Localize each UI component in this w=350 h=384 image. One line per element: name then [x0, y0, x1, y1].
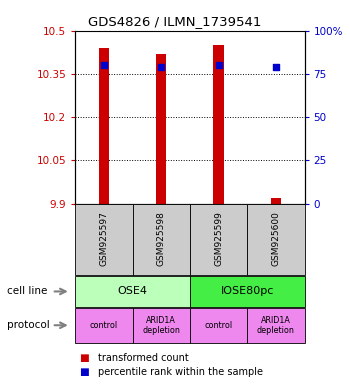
Point	[273, 64, 279, 70]
Text: OSE4: OSE4	[118, 286, 148, 296]
Text: ARID1A
depletion: ARID1A depletion	[142, 316, 180, 335]
Text: ■: ■	[79, 367, 89, 377]
Text: control: control	[90, 321, 118, 330]
Text: ARID1A
depletion: ARID1A depletion	[257, 316, 295, 335]
Text: transformed count: transformed count	[98, 353, 189, 363]
Text: cell line: cell line	[7, 286, 47, 296]
Point	[101, 62, 107, 68]
Text: control: control	[204, 321, 233, 330]
Text: GSM925600: GSM925600	[271, 212, 280, 266]
Text: GSM925597: GSM925597	[99, 212, 108, 266]
Text: GDS4826 / ILMN_1739541: GDS4826 / ILMN_1739541	[88, 15, 262, 28]
Text: percentile rank within the sample: percentile rank within the sample	[98, 367, 263, 377]
Bar	[156, 54, 166, 204]
Text: GSM925598: GSM925598	[157, 212, 166, 266]
Text: ■: ■	[79, 353, 89, 363]
Text: protocol: protocol	[7, 320, 50, 330]
Bar	[99, 48, 109, 204]
Text: IOSE80pc: IOSE80pc	[220, 286, 274, 296]
Bar	[271, 198, 281, 204]
Point	[216, 62, 221, 68]
Text: GSM925599: GSM925599	[214, 212, 223, 266]
Point	[159, 64, 164, 70]
Bar	[214, 45, 224, 204]
